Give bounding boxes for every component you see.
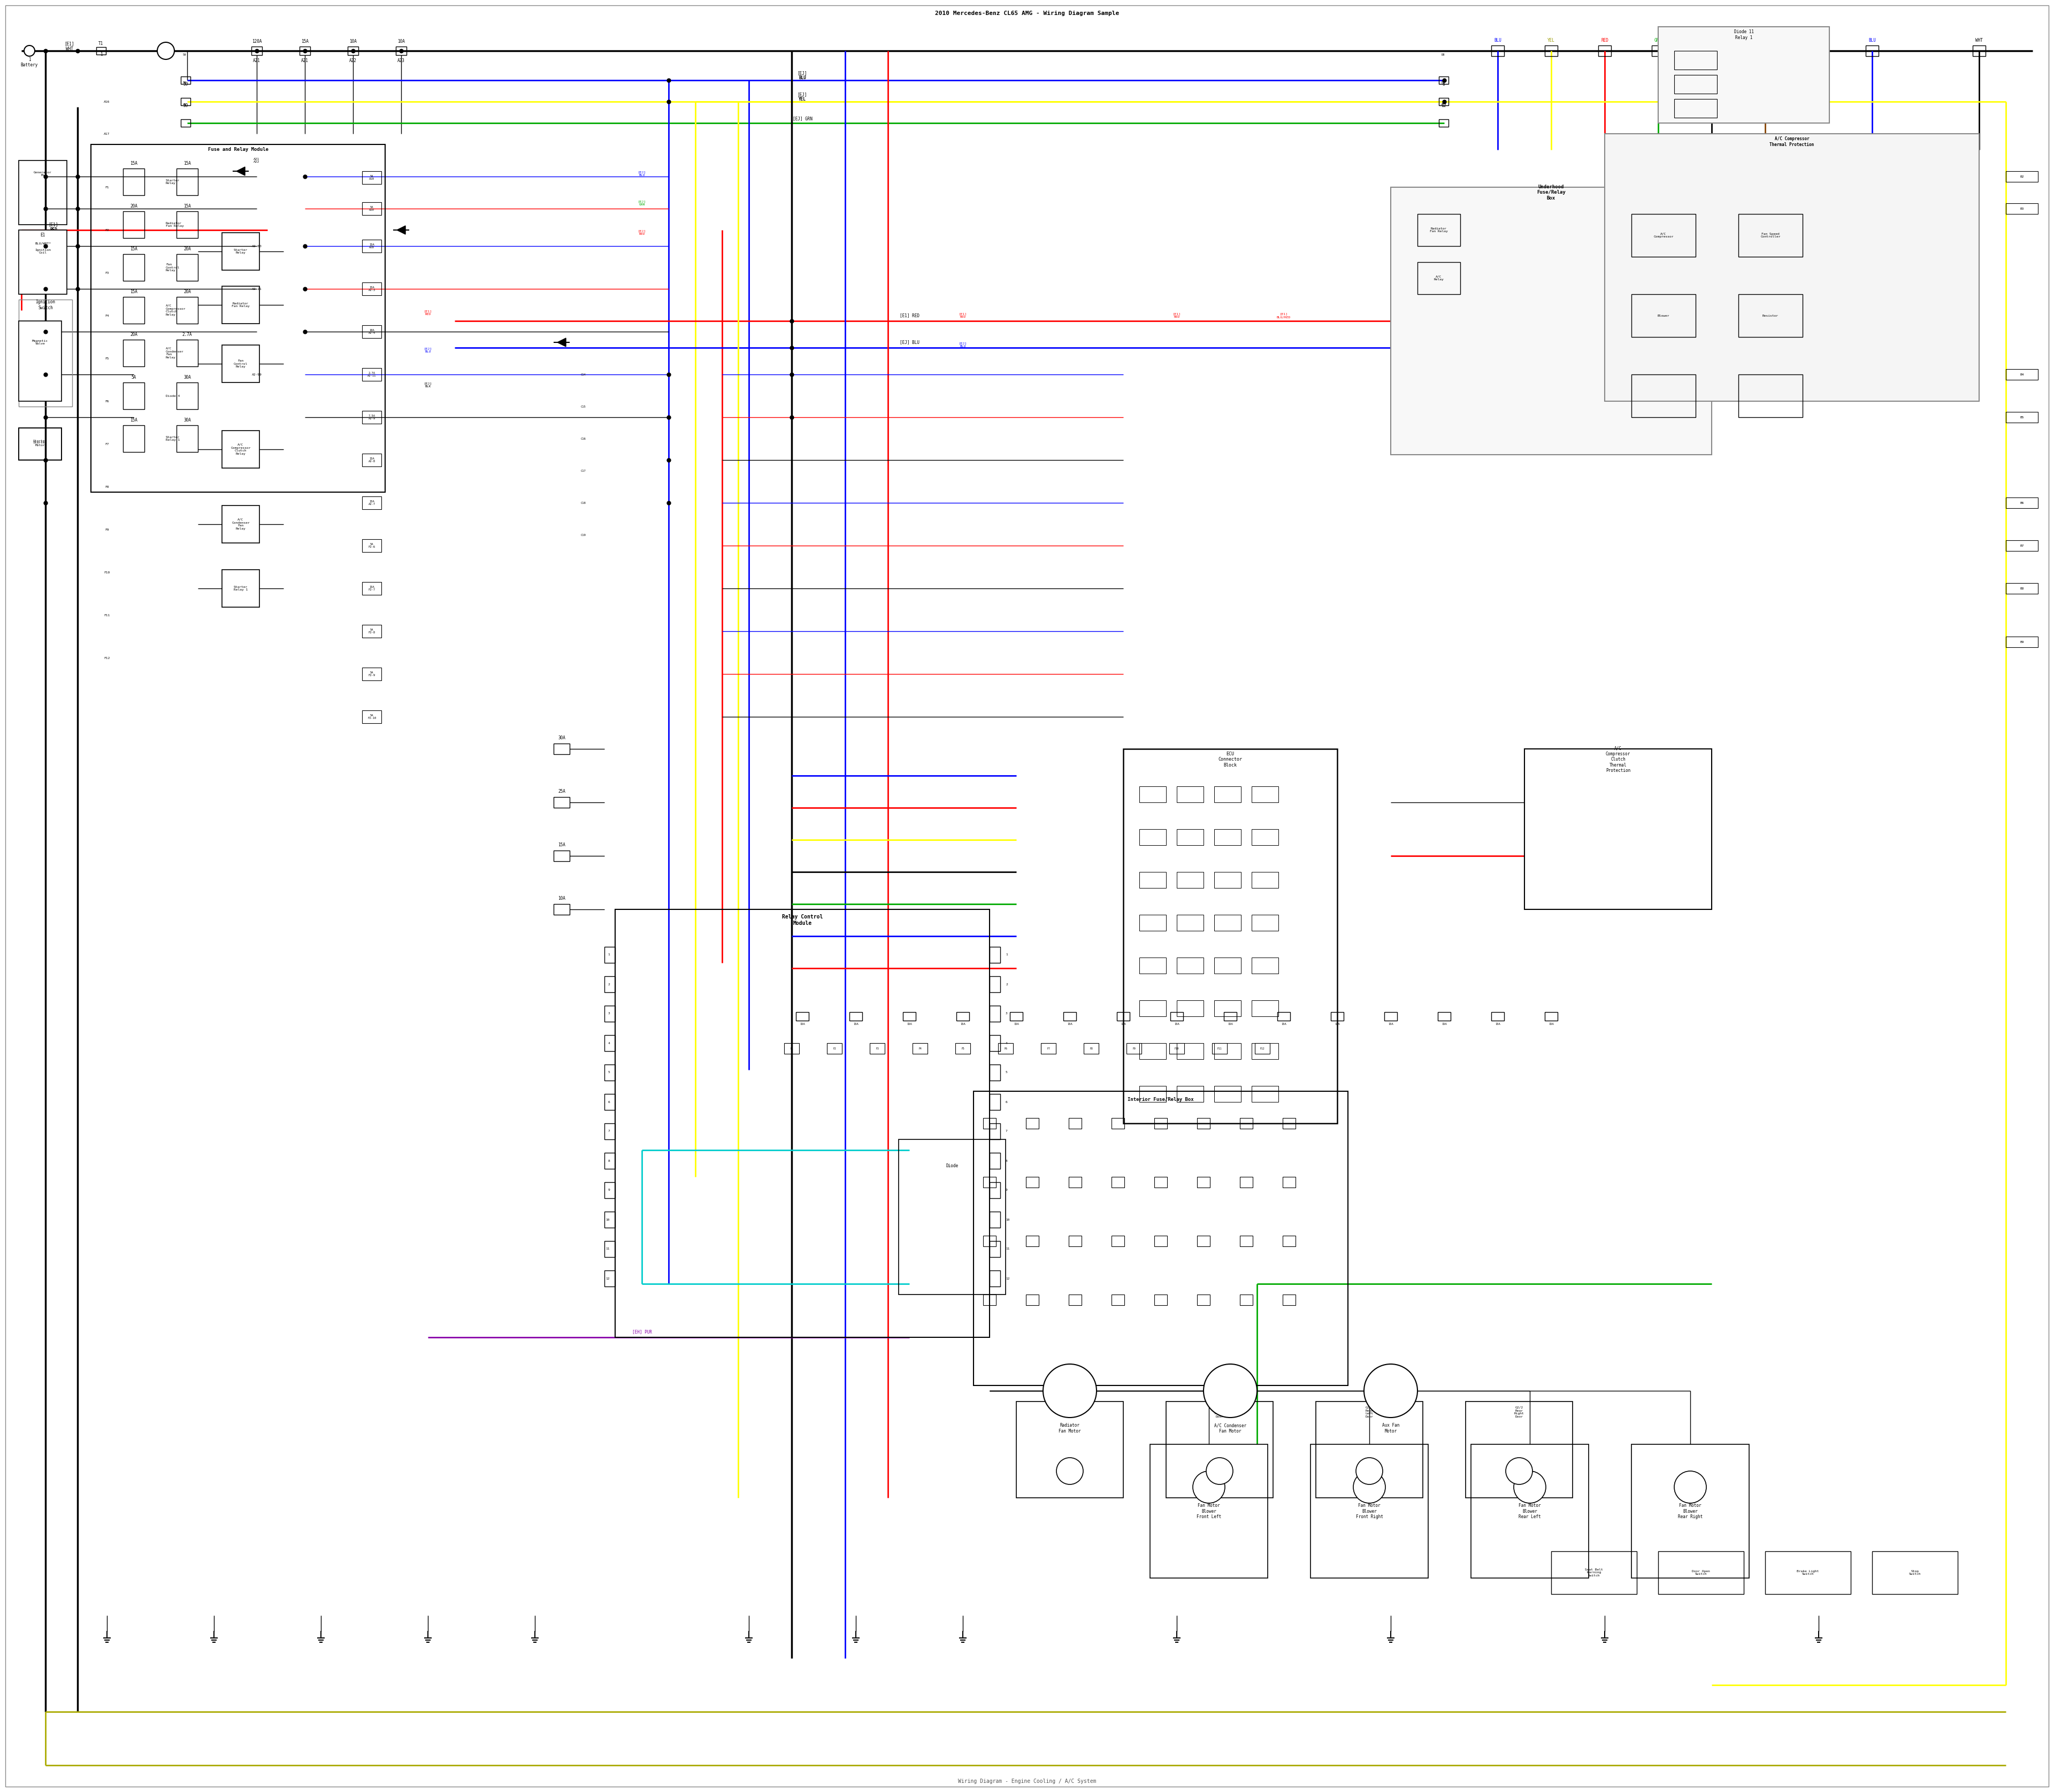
Text: WHT: WHT: [1976, 38, 1982, 43]
Bar: [1154, 1118, 1167, 1129]
Text: [E1]
BLU/RED: [E1] BLU/RED: [1278, 314, 1290, 319]
Text: F3: F3: [875, 1047, 879, 1050]
Bar: [1440, 77, 1448, 84]
Text: G2/2
Rear
Right
Door: G2/2 Rear Right Door: [1514, 1407, 1524, 1417]
Text: T1: T1: [99, 41, 103, 47]
Text: 120A: 120A: [253, 39, 261, 43]
Bar: [1674, 99, 1717, 118]
Bar: [1154, 1294, 1167, 1305]
Bar: [1251, 1000, 1278, 1016]
Text: A/C Condenser
Fan Motor: A/C Condenser Fan Motor: [1214, 1423, 1247, 1434]
Text: C16: C16: [581, 437, 585, 441]
Bar: [1214, 873, 1241, 889]
Bar: [1417, 262, 1460, 294]
Text: 10A: 10A: [559, 896, 565, 901]
Bar: [1491, 1012, 1504, 1021]
Text: 7.5A
A2-9: 7.5A A2-9: [368, 414, 376, 419]
Bar: [2007, 369, 2038, 380]
Bar: [1140, 1043, 1167, 1059]
Text: B5: B5: [2019, 416, 2023, 419]
Text: 59: 59: [183, 82, 187, 84]
Bar: [2007, 498, 2038, 509]
Bar: [604, 1064, 614, 1081]
Text: [EJ]
BLU: [EJ] BLU: [959, 342, 967, 348]
Bar: [984, 1177, 996, 1188]
Bar: [1251, 1043, 1278, 1059]
Text: F9: F9: [1132, 1047, 1136, 1050]
Text: A/C Compressor
Thermal Protection: A/C Compressor Thermal Protection: [1771, 136, 1814, 147]
Bar: [1491, 45, 1504, 56]
Text: 15A: 15A: [129, 418, 138, 423]
Text: M: M: [1518, 1468, 1520, 1473]
Text: A21
A22: A21 A22: [255, 158, 259, 163]
Bar: [177, 254, 197, 281]
Bar: [1214, 914, 1241, 930]
Text: 1: 1: [29, 57, 31, 63]
Bar: [604, 946, 614, 962]
Bar: [1126, 1043, 1142, 1054]
Text: BLU: BLU: [1869, 38, 1875, 43]
Bar: [1111, 1177, 1124, 1188]
Bar: [555, 744, 569, 754]
Bar: [1111, 1118, 1124, 1129]
Text: [EJ]
GRN: [EJ] GRN: [639, 201, 645, 206]
Text: Starter
Relay 1: Starter Relay 1: [166, 435, 181, 441]
Text: Magnetic
Valve: Magnetic Valve: [33, 339, 47, 346]
Bar: [123, 254, 144, 281]
Bar: [1631, 294, 1697, 337]
Text: Aux Fan
Motor: Aux Fan Motor: [1382, 1423, 1399, 1434]
Text: 15A: 15A: [799, 1023, 805, 1025]
Text: Starter
Relay 1: Starter Relay 1: [234, 586, 249, 591]
Text: E1: E1: [41, 233, 45, 238]
Text: B6: B6: [2019, 502, 2023, 504]
Bar: [785, 1043, 799, 1054]
Bar: [18, 229, 68, 294]
Bar: [1011, 1012, 1023, 1021]
Bar: [955, 1043, 969, 1054]
Text: 5A
F2-10: 5A F2-10: [368, 713, 376, 720]
Text: F4: F4: [918, 1047, 922, 1050]
Bar: [222, 430, 259, 468]
Text: +: +: [29, 48, 31, 54]
Bar: [1545, 45, 1557, 56]
Text: [E1] RED: [E1] RED: [900, 314, 920, 317]
Circle shape: [158, 43, 175, 59]
Bar: [123, 340, 144, 366]
Text: Starter: Starter: [33, 441, 47, 443]
Bar: [347, 47, 357, 56]
Text: A2-60: A2-60: [253, 246, 261, 247]
Bar: [2007, 172, 2038, 181]
Text: 2010 Mercedes-Benz CL65 AMG - Wiring Diagram Sample: 2010 Mercedes-Benz CL65 AMG - Wiring Dia…: [935, 11, 1119, 16]
Text: [EJ]
BLU: [EJ] BLU: [423, 348, 431, 353]
Text: M: M: [1688, 1484, 1692, 1489]
Text: M: M: [1368, 1484, 1370, 1489]
Text: 25A: 25A: [559, 788, 565, 794]
Text: D8: D8: [1442, 54, 1444, 56]
Text: 59: 59: [183, 82, 189, 86]
Text: Starter
Relay: Starter Relay: [166, 179, 181, 185]
Bar: [362, 410, 382, 423]
Text: A/C
Compressor
Clutch
Relay: A/C Compressor Clutch Relay: [166, 305, 185, 315]
Text: [EJ]: [EJ]: [797, 72, 807, 75]
Text: A/C
Compressor
Clutch
Thermal
Protection: A/C Compressor Clutch Thermal Protection: [1606, 745, 1631, 772]
Bar: [1140, 1086, 1167, 1102]
Bar: [990, 1124, 1000, 1140]
Bar: [990, 1005, 1000, 1021]
Text: 15A: 15A: [906, 1023, 912, 1025]
Bar: [18, 161, 68, 224]
Bar: [1224, 1012, 1237, 1021]
Text: F6: F6: [105, 400, 109, 403]
Bar: [990, 1211, 1000, 1228]
Bar: [1214, 1043, 1241, 1059]
Text: 10A: 10A: [349, 39, 357, 43]
Bar: [362, 240, 382, 253]
Text: D12: D12: [1440, 104, 1446, 108]
Bar: [362, 202, 382, 215]
Bar: [1214, 1086, 1241, 1102]
Text: 15A
A28: 15A A28: [370, 244, 374, 249]
Text: F2: F2: [834, 1047, 836, 1050]
Bar: [1865, 45, 1879, 56]
Polygon shape: [396, 226, 405, 235]
Bar: [1140, 1000, 1167, 1016]
Text: RED: RED: [1600, 38, 1608, 43]
